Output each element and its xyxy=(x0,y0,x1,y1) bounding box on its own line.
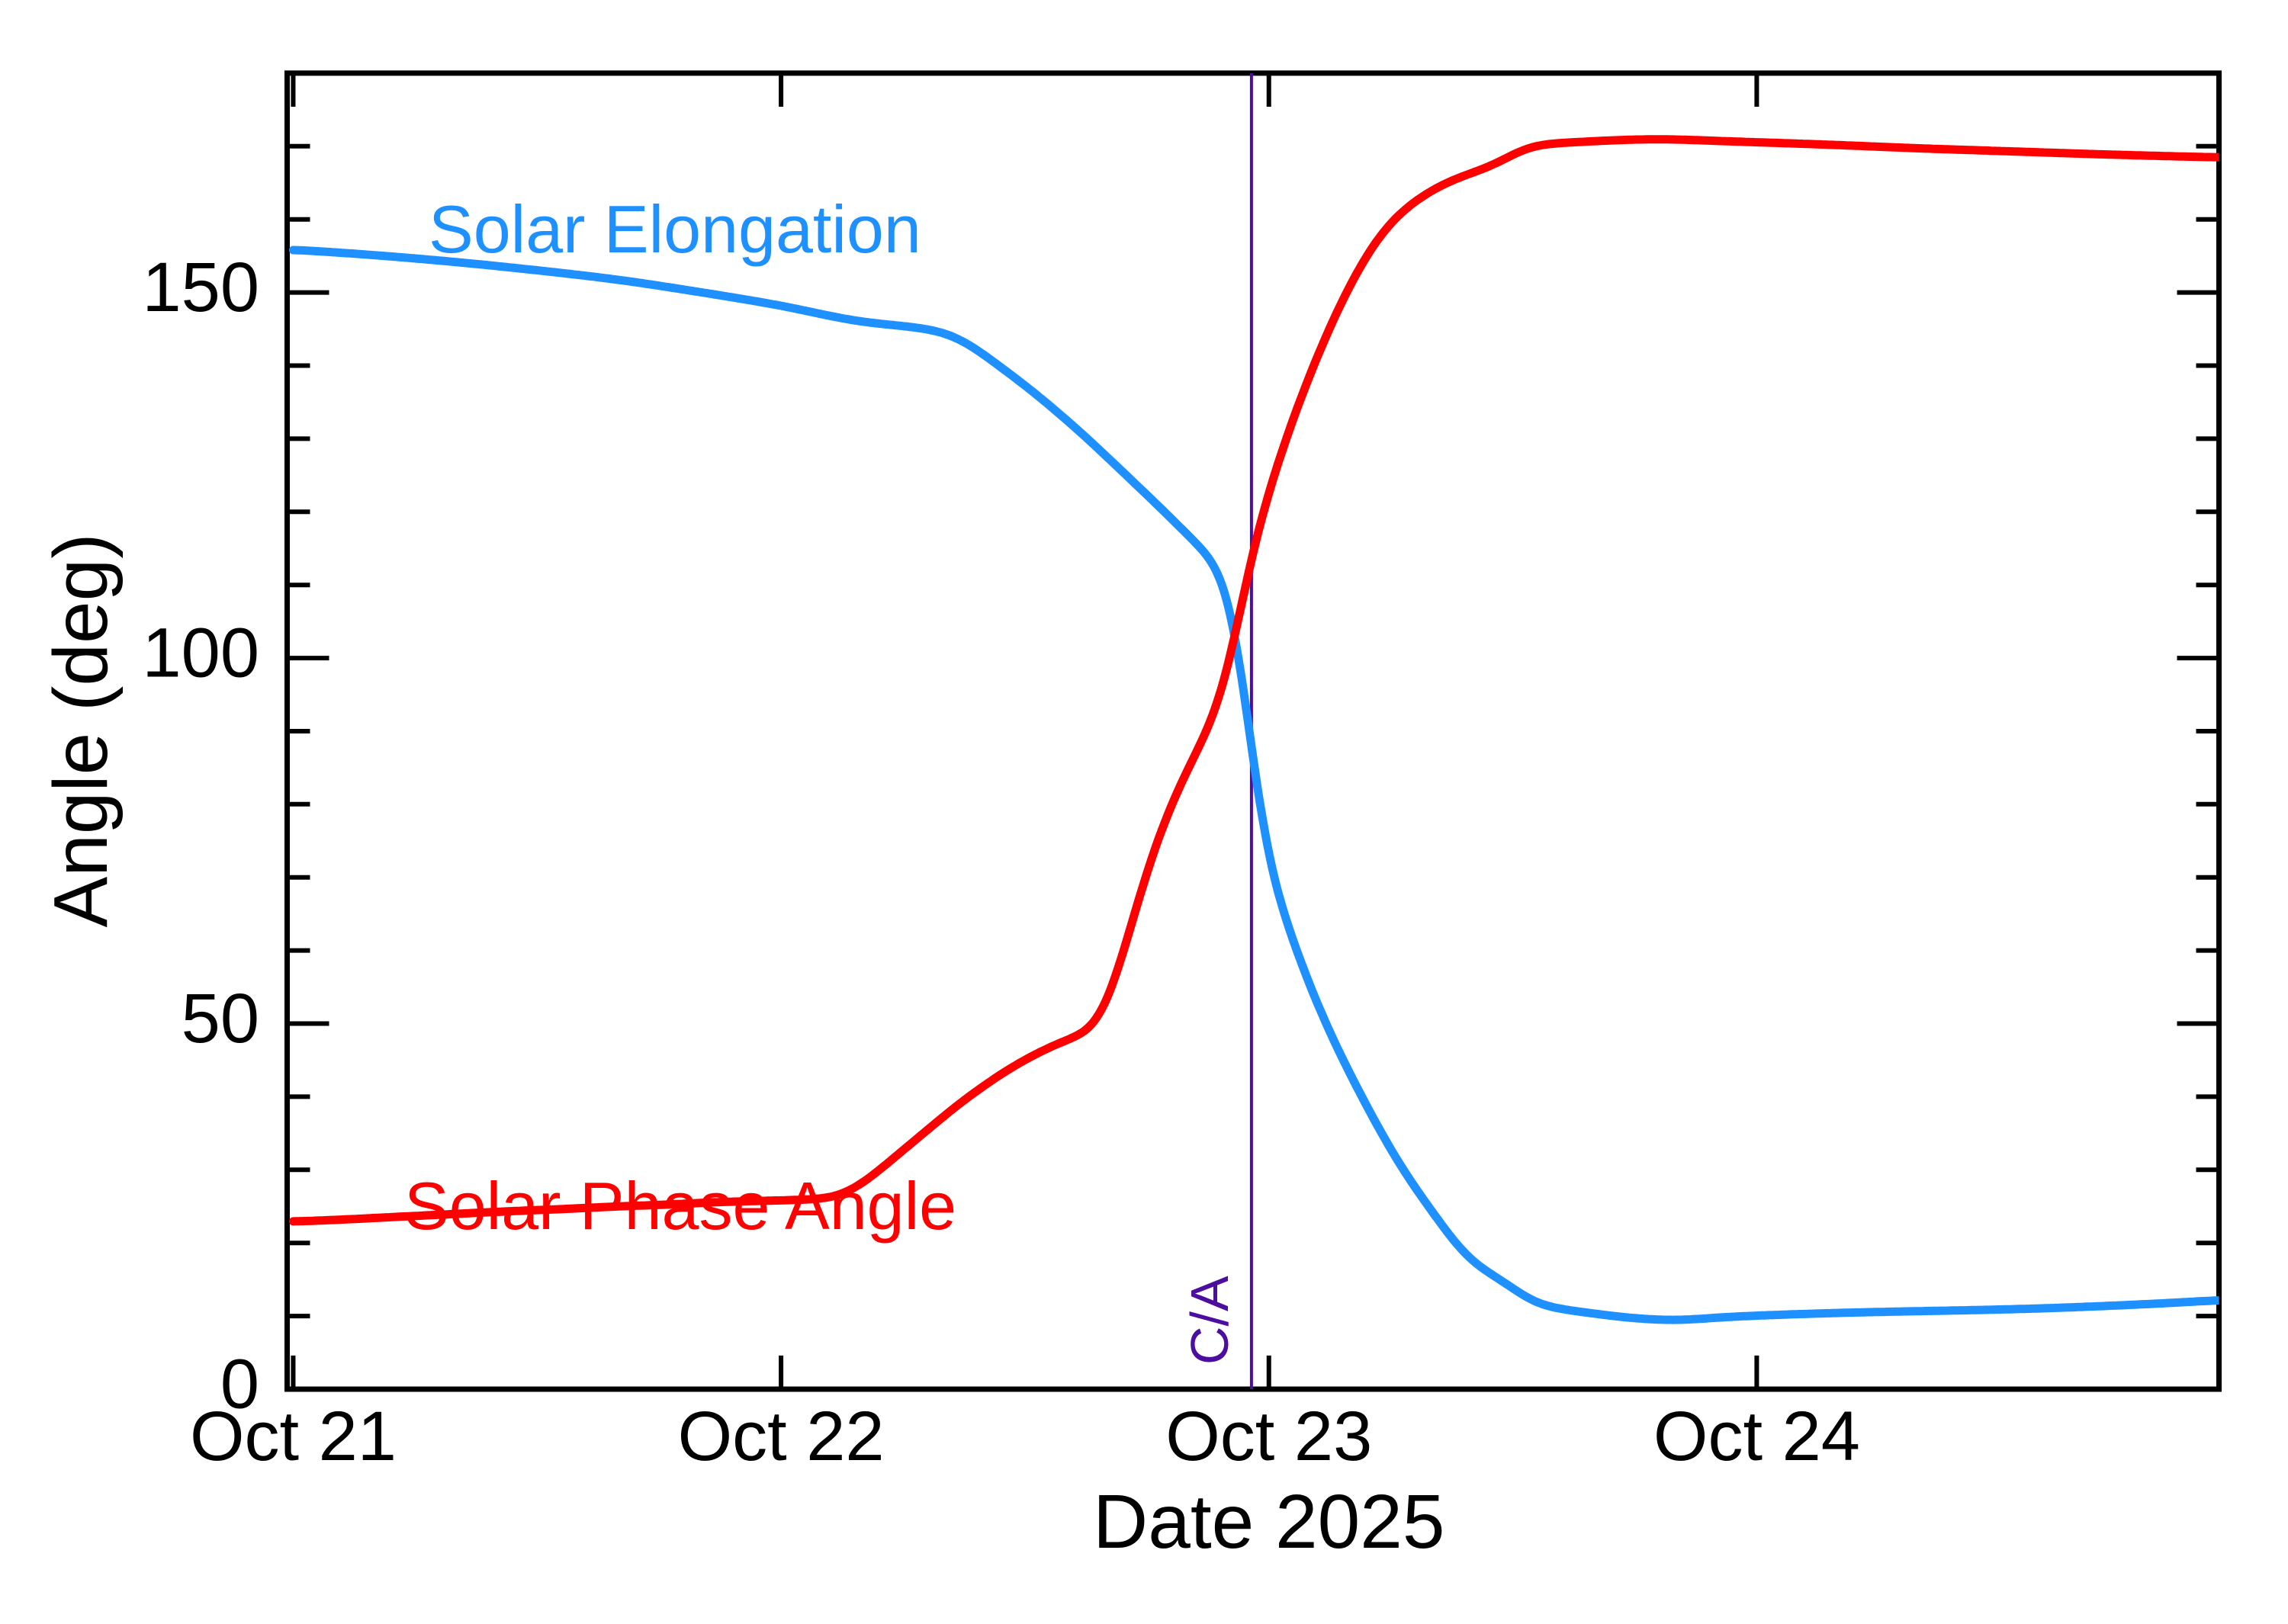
svg-text:Oct 22: Oct 22 xyxy=(678,1398,885,1475)
svg-text:150: 150 xyxy=(143,249,260,326)
svg-text:100: 100 xyxy=(143,614,260,692)
svg-text:Solar Phase Angle: Solar Phase Angle xyxy=(404,1168,956,1244)
svg-text:Date 2025: Date 2025 xyxy=(1093,1479,1444,1565)
svg-text:Oct 23: Oct 23 xyxy=(1165,1398,1372,1475)
svg-text:50: 50 xyxy=(182,980,259,1058)
svg-text:Angle (deg): Angle (deg) xyxy=(38,534,124,928)
svg-text:C/A: C/A xyxy=(1180,1276,1239,1365)
svg-text:Oct 21: Oct 21 xyxy=(190,1398,397,1475)
svg-text:Solar Elongation: Solar Elongation xyxy=(429,191,921,267)
svg-text:Oct 24: Oct 24 xyxy=(1653,1398,1860,1475)
